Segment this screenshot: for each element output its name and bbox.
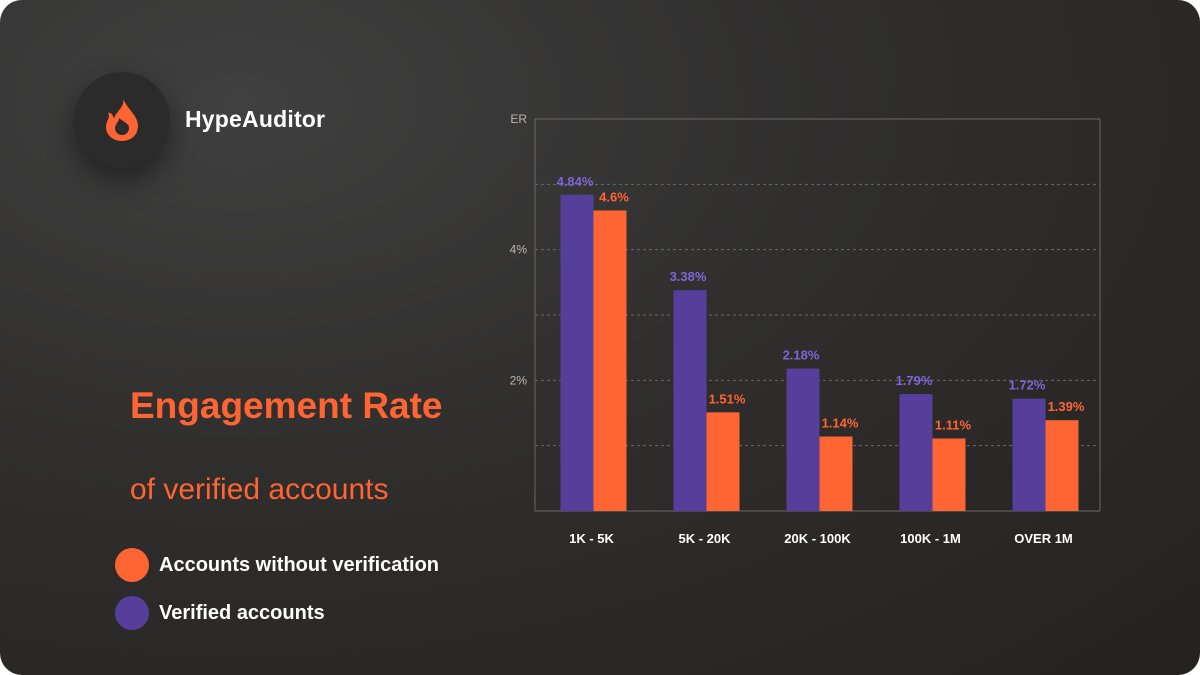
legend-item-verified: Verified accounts	[115, 596, 325, 630]
bar-verified	[786, 368, 820, 511]
x-tick-label: 20K - 100K	[784, 531, 851, 546]
x-tick-label: 100K - 1M	[900, 531, 961, 546]
logo-badge	[74, 72, 170, 168]
data-label-verified: 2.18%	[783, 348, 820, 363]
data-label-unverified: 1.14%	[822, 416, 859, 431]
bar-verified	[673, 290, 707, 511]
bar-verified	[1012, 398, 1046, 511]
data-label-unverified: 1.11%	[935, 417, 972, 432]
bar-verified	[560, 194, 594, 511]
legend-swatch-unverified	[115, 548, 149, 582]
x-tick-label: 1K - 5K	[569, 531, 614, 546]
bar-verified	[899, 394, 933, 511]
data-label-verified: 1.79%	[896, 373, 933, 388]
flame-icon	[106, 99, 138, 141]
data-label-verified: 4.84%	[557, 174, 594, 189]
bar-unverified	[1045, 420, 1079, 511]
y-tick-label: 2%	[510, 373, 528, 387]
bar-unverified	[932, 438, 966, 511]
data-label-unverified: 1.39%	[1048, 399, 1085, 414]
brand-name: HypeAuditor	[185, 106, 326, 132]
y-tick-label: 4%	[510, 243, 528, 257]
chart-title: Engagement Rate	[130, 385, 443, 426]
bar-unverified	[706, 412, 740, 511]
y-axis-title: ER	[510, 112, 527, 126]
legend-item-unverified: Accounts without verification	[115, 548, 439, 582]
legend-label-verified: Verified accounts	[159, 601, 325, 624]
x-tick-label: 5K - 20K	[678, 531, 731, 546]
legend-swatch-verified	[115, 596, 149, 630]
engagement-bar-chart: 2% 4% ER 4.84% 4.6% 1K - 5K 3.38% 1.51% 5K - 20K…	[510, 112, 1101, 546]
x-tick-label: OVER 1M	[1014, 531, 1073, 546]
bar-unverified	[819, 436, 853, 511]
data-label-unverified: 1.51%	[709, 391, 746, 406]
legend-label-unverified: Accounts without verification	[159, 553, 440, 576]
bar-unverified	[593, 210, 627, 511]
data-label-unverified: 4.6%	[599, 189, 629, 204]
data-label-verified: 1.72%	[1009, 378, 1046, 393]
chart-subtitle: of verified accounts	[130, 473, 389, 506]
data-label-verified: 3.38%	[670, 269, 707, 284]
